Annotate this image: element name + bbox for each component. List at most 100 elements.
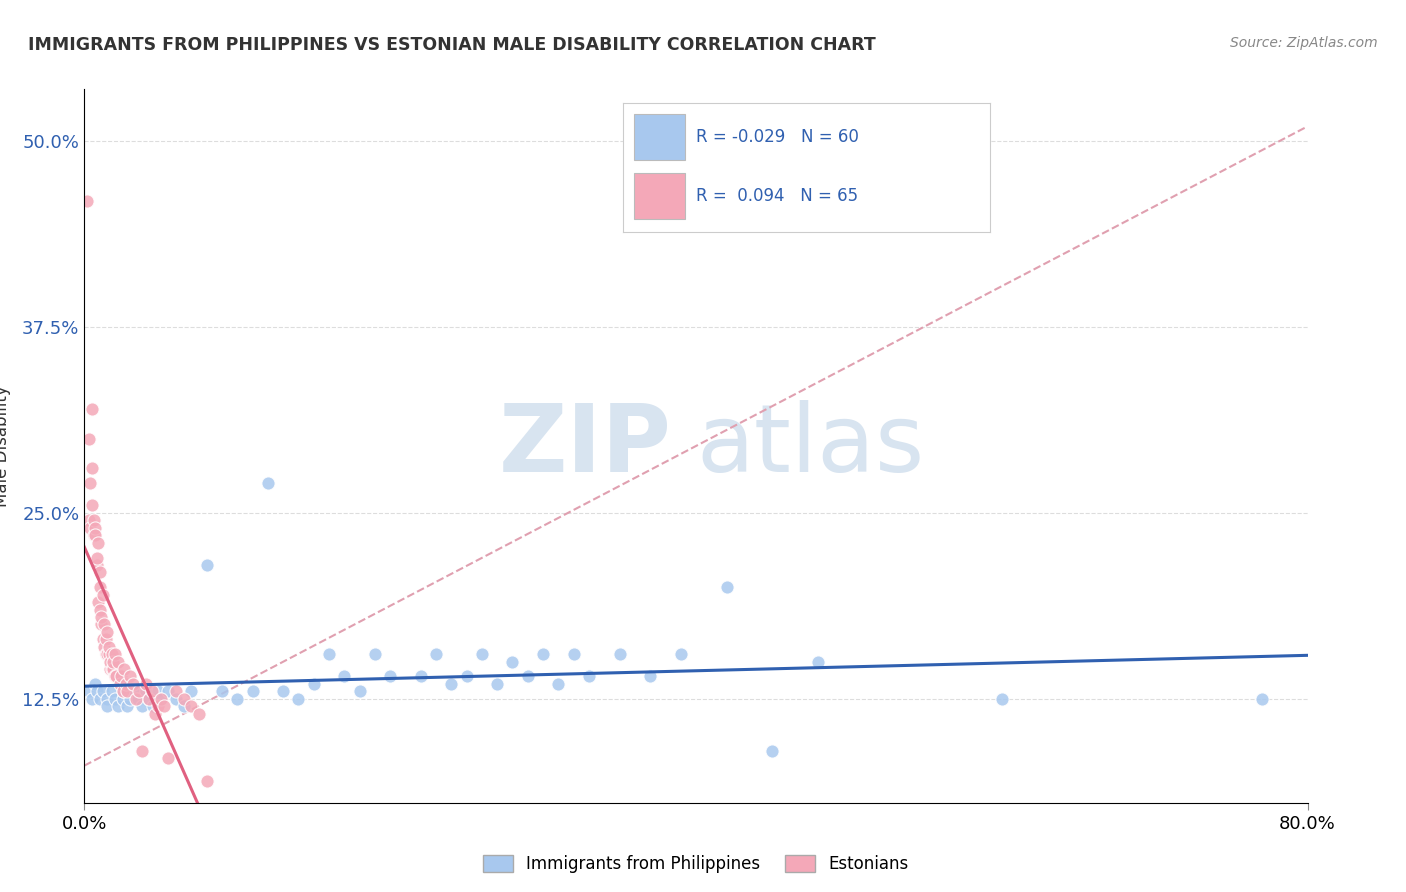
Point [486,677,509,691]
Point [135,677,157,691]
Point [91,684,114,698]
Point [157,751,180,765]
Point [143,706,166,721]
Point [104,691,127,706]
Point [97,647,120,661]
Point [578,669,600,683]
Point [84,521,107,535]
Point [80,401,103,416]
Point [103,662,125,676]
Point [138,691,160,706]
Point [111,691,134,706]
Point [195,558,218,572]
Point [105,669,128,683]
Point [195,773,218,788]
Text: Source: ZipAtlas.com: Source: ZipAtlas.com [1230,36,1378,50]
Point [364,647,387,661]
Point [98,655,121,669]
Point [93,640,115,654]
Point [562,647,585,661]
Point [609,647,631,661]
Point [146,684,169,698]
Point [131,699,153,714]
Point [409,669,432,683]
Point [114,677,136,691]
Point [122,677,145,691]
Point [96,699,118,714]
Point [98,662,121,676]
Point [502,655,524,669]
Point [79,476,101,491]
Point [86,684,108,698]
Point [91,632,114,647]
Point [112,662,135,676]
Point [716,580,738,594]
Point [83,513,105,527]
Point [456,669,478,683]
Point [138,691,160,706]
Point [80,499,103,513]
Point [104,669,127,683]
Point [80,461,103,475]
Point [87,595,110,609]
Point [91,588,114,602]
Point [120,691,142,706]
Point [226,691,249,706]
Point [761,744,783,758]
Point [165,691,187,706]
Point [349,684,371,698]
Point [108,677,131,691]
Y-axis label: Male Disability: Male Disability [0,385,11,507]
Legend: Immigrants from Philippines, Estonians: Immigrants from Philippines, Estonians [477,848,915,880]
Point [669,647,692,661]
Point [180,699,202,714]
Point [173,699,195,714]
Point [638,669,661,683]
Point [380,669,402,683]
Point [96,691,118,706]
Point [1250,691,1272,706]
Point [89,602,111,616]
Point [141,684,163,698]
Point [425,647,447,661]
Text: IMMIGRANTS FROM PHILIPPINES VS ESTONIAN MALE DISABILITY CORRELATION CHART: IMMIGRANTS FROM PHILIPPINES VS ESTONIAN … [28,36,876,54]
Point [107,699,129,714]
Point [131,744,153,758]
Point [149,691,172,706]
Point [84,677,107,691]
Point [547,677,569,691]
Point [89,566,111,580]
Point [77,684,100,698]
Point [157,684,180,698]
Point [80,691,103,706]
Point [87,535,110,549]
Point [128,684,150,698]
Point [149,691,172,706]
Point [318,647,340,661]
Point [101,647,124,661]
Point [86,558,108,572]
Point [96,624,118,639]
Point [242,684,264,698]
Text: ZIP: ZIP [499,400,672,492]
Point [110,669,132,683]
Point [180,684,202,698]
Point [76,194,98,208]
Point [89,580,111,594]
Point [90,610,112,624]
Point [86,550,108,565]
Point [471,647,494,661]
Point [93,617,115,632]
Point [302,677,325,691]
Point [153,699,176,714]
Point [211,684,233,698]
Point [84,528,107,542]
Point [142,699,165,714]
Point [440,677,463,691]
Point [257,476,280,491]
Point [77,513,100,527]
Point [96,647,118,661]
Point [79,521,101,535]
Point [94,632,117,647]
Point [127,691,149,706]
